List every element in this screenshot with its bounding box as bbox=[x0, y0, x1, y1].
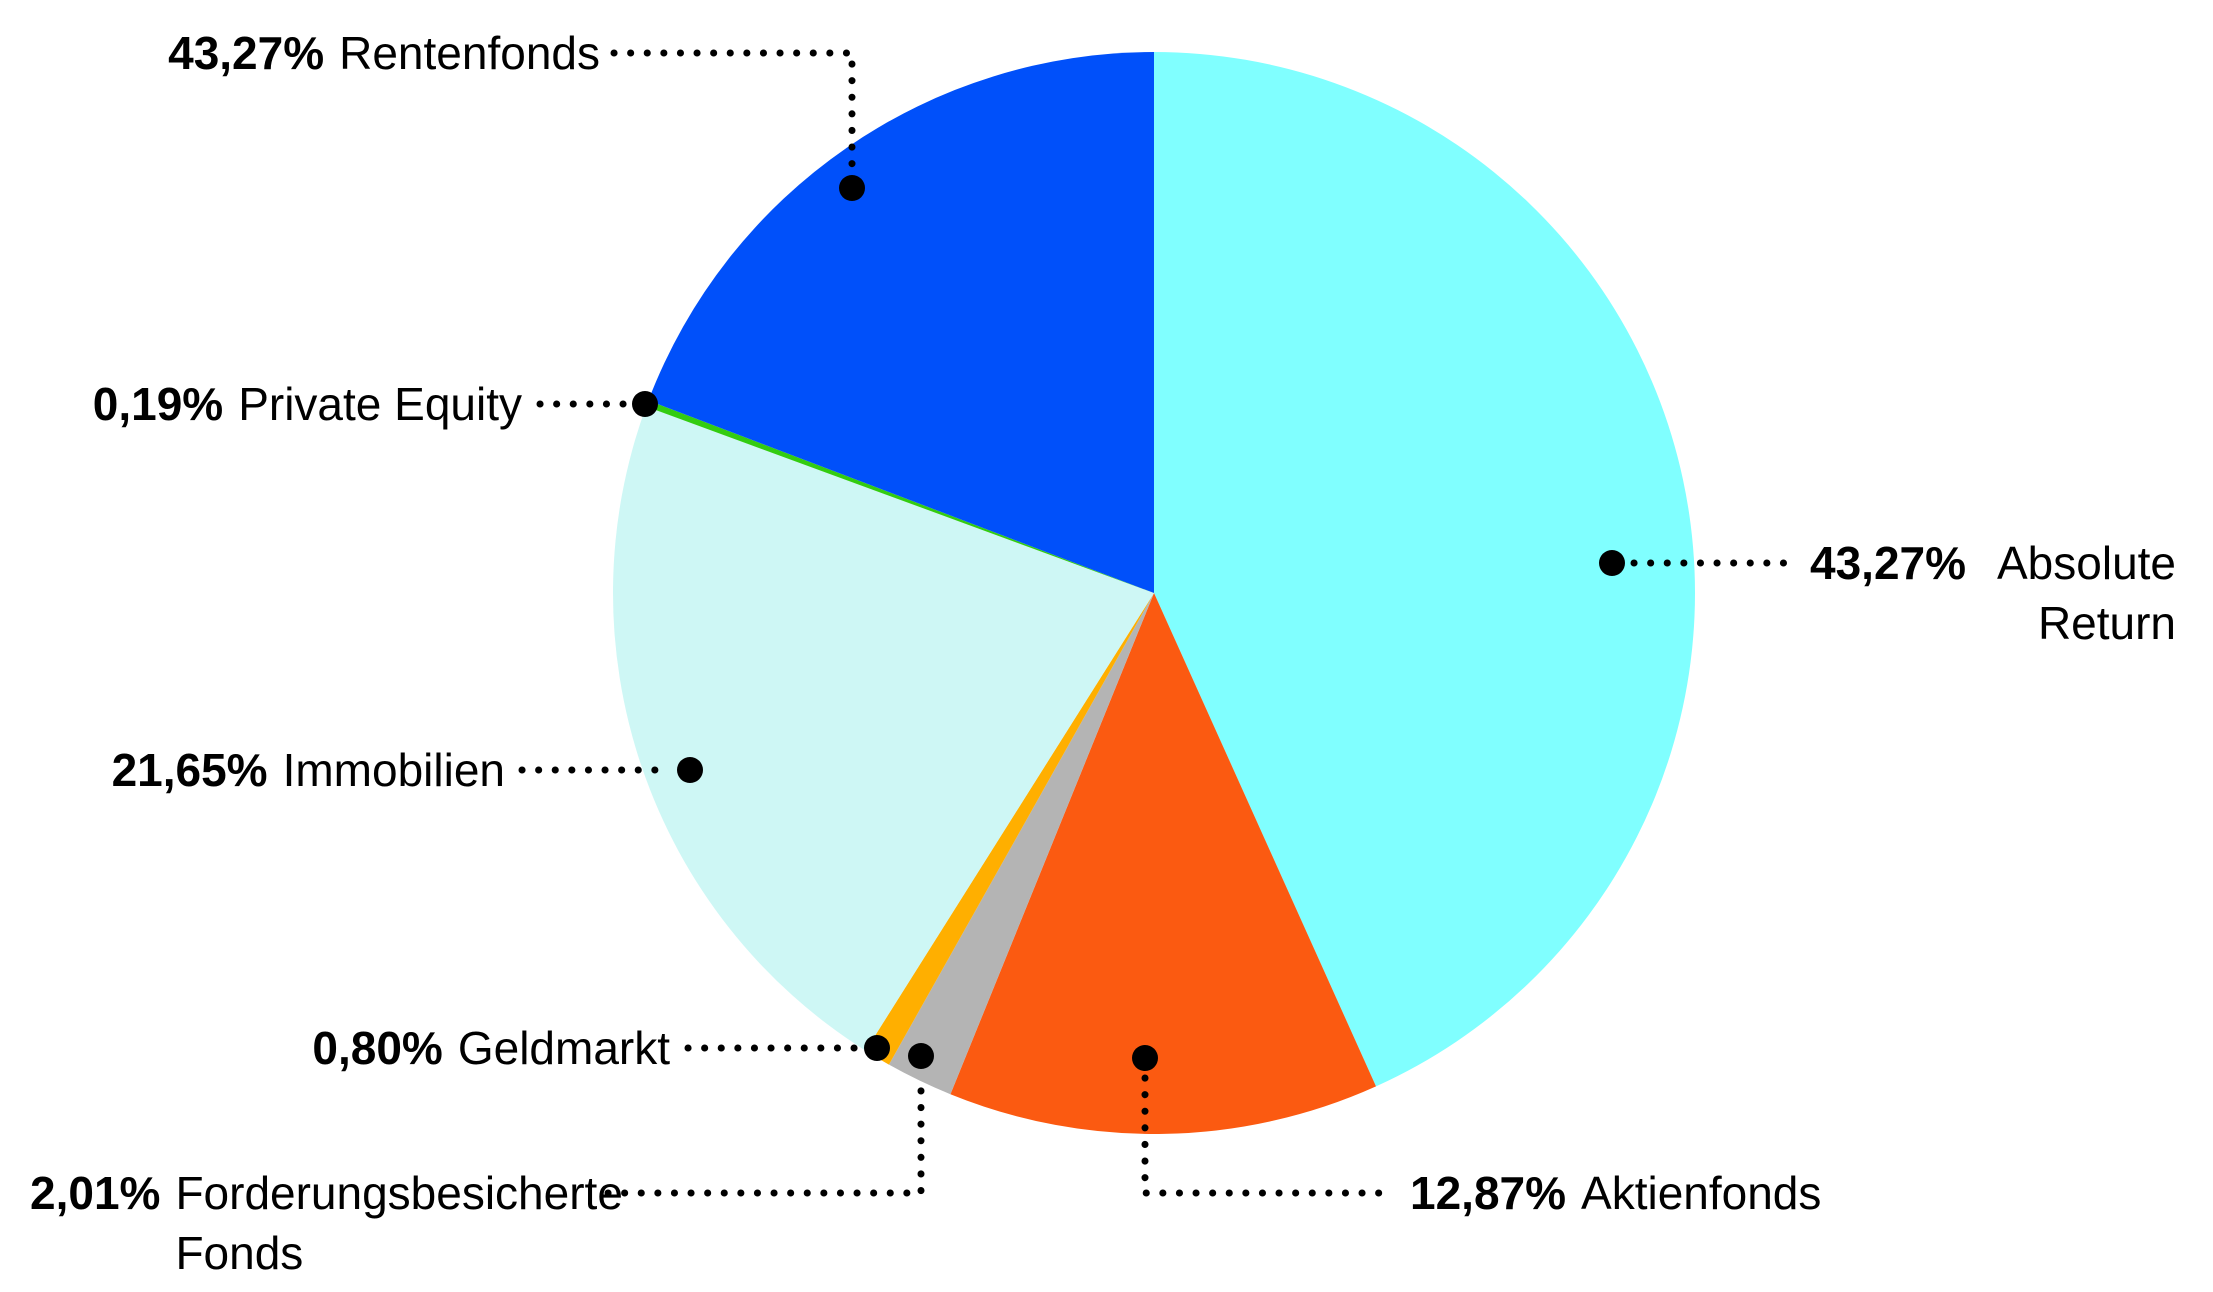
pie-slice-rentenfonds bbox=[648, 52, 1154, 593]
percent-value: 43,27% bbox=[1810, 537, 1967, 589]
percent-value: 12,87% bbox=[1410, 1167, 1567, 1219]
leader-line-forderungsbesicherte-fonds bbox=[604, 1072, 925, 1197]
label-private-equity: 0,19% Private Equity bbox=[93, 374, 522, 434]
pie-slice-aktienfonds bbox=[950, 593, 1377, 1134]
category-name: Forderungsbesicherte Fonds bbox=[175, 1167, 623, 1279]
pie-slice-immobilien bbox=[612, 406, 1154, 1051]
category-name: Aktienfonds bbox=[1581, 1167, 1822, 1219]
anchor-dot-aktienfonds bbox=[1132, 1045, 1158, 1071]
percent-value: 2,01% bbox=[30, 1167, 161, 1219]
category-name: Absolute Return bbox=[1997, 537, 2177, 649]
label-absolute-return: 43,27% Absolute Return bbox=[1810, 533, 2176, 653]
label-rentenfonds: 43,27% Rentenfonds bbox=[168, 23, 600, 83]
leader-line-rentenfonds bbox=[610, 49, 856, 172]
category-name: Geldmarkt bbox=[457, 1022, 670, 1074]
pie-slice-geldmarkt bbox=[865, 593, 1154, 1065]
leader-line-aktienfonds bbox=[1141, 1074, 1396, 1197]
label-forderungsbesicherte-fonds: 2,01% Forderungsbesicherte Fonds bbox=[30, 1163, 655, 1283]
category-name: Private Equity bbox=[238, 378, 522, 430]
label-aktienfonds: 12,87% Aktienfonds bbox=[1410, 1163, 1821, 1223]
category-name: Rentenfonds bbox=[339, 27, 600, 79]
anchor-dot-immobilien bbox=[677, 757, 703, 783]
label-geldmarkt: 0,80% Geldmarkt bbox=[312, 1018, 670, 1078]
anchor-dot-rentenfonds bbox=[839, 175, 865, 201]
pie-slice-forderungsbesicherte-fonds bbox=[888, 593, 1154, 1095]
percent-value: 0,19% bbox=[92, 378, 224, 430]
anchor-dot-forderungsbesicherte-fonds bbox=[908, 1043, 934, 1069]
anchor-dot-absolute-return bbox=[1599, 550, 1625, 576]
anchor-dot-private-equity bbox=[632, 391, 658, 417]
pie-slice-private-equity bbox=[646, 400, 1154, 593]
pie-slice-absolute-return bbox=[1154, 52, 1695, 1087]
anchor-dot-geldmarkt bbox=[864, 1035, 890, 1061]
percent-value: 43,27% bbox=[168, 27, 325, 79]
percent-value: 0,80% bbox=[312, 1022, 443, 1074]
category-name: Immobilien bbox=[282, 744, 505, 796]
percent-value: 21,65% bbox=[111, 744, 268, 796]
label-immobilien: 21,65% Immobilien bbox=[112, 740, 505, 800]
